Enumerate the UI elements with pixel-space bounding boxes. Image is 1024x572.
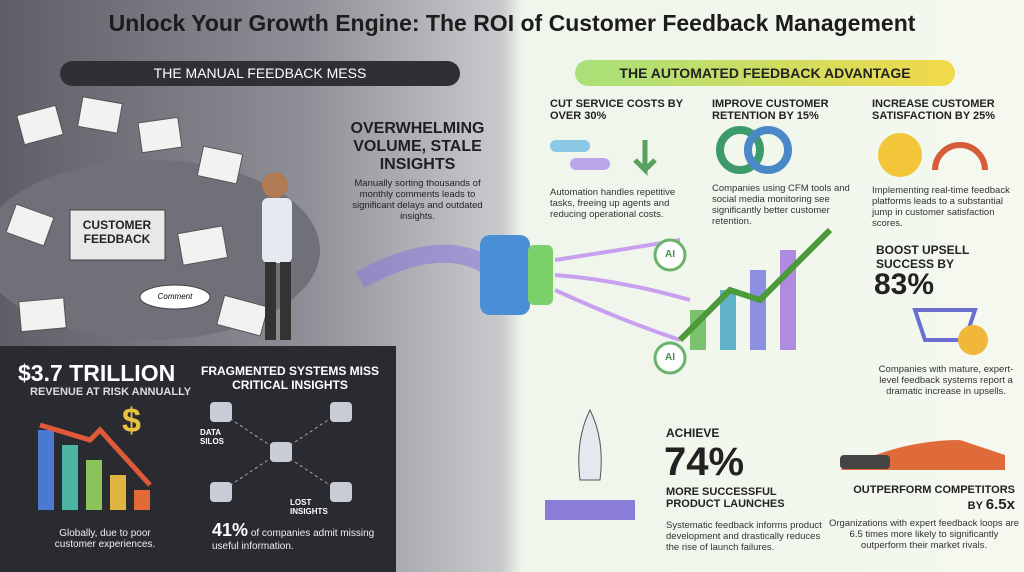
lost-label: LOST INSIGHTS	[290, 498, 328, 516]
launches-heading: MORE SUCCESSFUL PRODUCT LAUNCHES	[666, 486, 785, 510]
launches-lead: ACHIEVE	[666, 426, 720, 440]
paper-pile	[0, 96, 320, 340]
satisfaction-heading: INCREASE CUSTOMER SATISFACTION BY 25%	[872, 98, 996, 122]
outperform-heading: OUTPERFORM COMPETITORS BY	[853, 484, 1015, 512]
revenue-body: Globally, due to poor customer experienc…	[54, 528, 156, 550]
costs-body: Automation handles repetitive tasks, fre…	[550, 187, 676, 220]
retention-heading: IMPROVE CUSTOMER RETENTION BY 15%	[712, 98, 829, 122]
launches-stat: 74%	[664, 440, 745, 484]
pile-bubble: Comment	[157, 292, 193, 301]
launches-body: Systematic feedback informs product deve…	[666, 520, 822, 553]
ai-badge: AI	[665, 352, 675, 363]
title: Unlock Your Growth Engine: The ROI of Cu…	[108, 10, 916, 36]
right-banner: THE AUTOMATED FEEDBACK ADVANTAGE	[575, 60, 955, 86]
fragmented-stat: 41%	[212, 520, 249, 540]
worker	[262, 172, 292, 340]
outperform-stat: 6.5x	[985, 496, 1015, 513]
pile-sign: CUSTOMER FEEDBACK	[82, 218, 152, 246]
ai-badge: AI	[665, 249, 675, 260]
revenue-chart	[38, 422, 152, 510]
revenue-subtitle: REVENUE AT RISK ANNUALLY	[30, 386, 192, 398]
revenue-stat: $3.7 TRILLION	[18, 360, 176, 386]
revenue-symbol: $	[122, 402, 141, 440]
icons	[545, 126, 1005, 520]
network	[210, 402, 352, 502]
fragmented-heading: FRAGMENTED SYSTEMS MISS CRITICAL INSIGHT…	[200, 364, 379, 392]
upsell-heading: BOOST UPSELL SUCCESS BY	[876, 243, 970, 271]
outperform-body: Organizations with expert feedback loops…	[828, 518, 1020, 551]
silos-label: DATA SILOS	[200, 428, 225, 446]
upsell-stat: 83%	[874, 268, 935, 301]
costs-heading: CUT SERVICE COSTS BY OVER 30%	[550, 98, 683, 122]
growth-chart	[653, 227, 833, 375]
upsell-body: Companies with mature, expert-level feed…	[878, 364, 1014, 397]
overwhelm-heading: OVERWHELMING VOLUME, STALE INSIGHTS	[350, 120, 485, 173]
fragmented-body: of companies admit missing useful inform…	[212, 528, 375, 552]
retention-body: Companies using CFM tools and social med…	[712, 183, 850, 227]
satisfaction-body: Implementing real-time feedback platform…	[872, 185, 1010, 229]
left-banner: THE MANUAL FEEDBACK MESS	[60, 61, 460, 86]
plug	[355, 235, 691, 342]
overwhelm-body: Manually sorting thousands of monthly co…	[352, 178, 483, 222]
